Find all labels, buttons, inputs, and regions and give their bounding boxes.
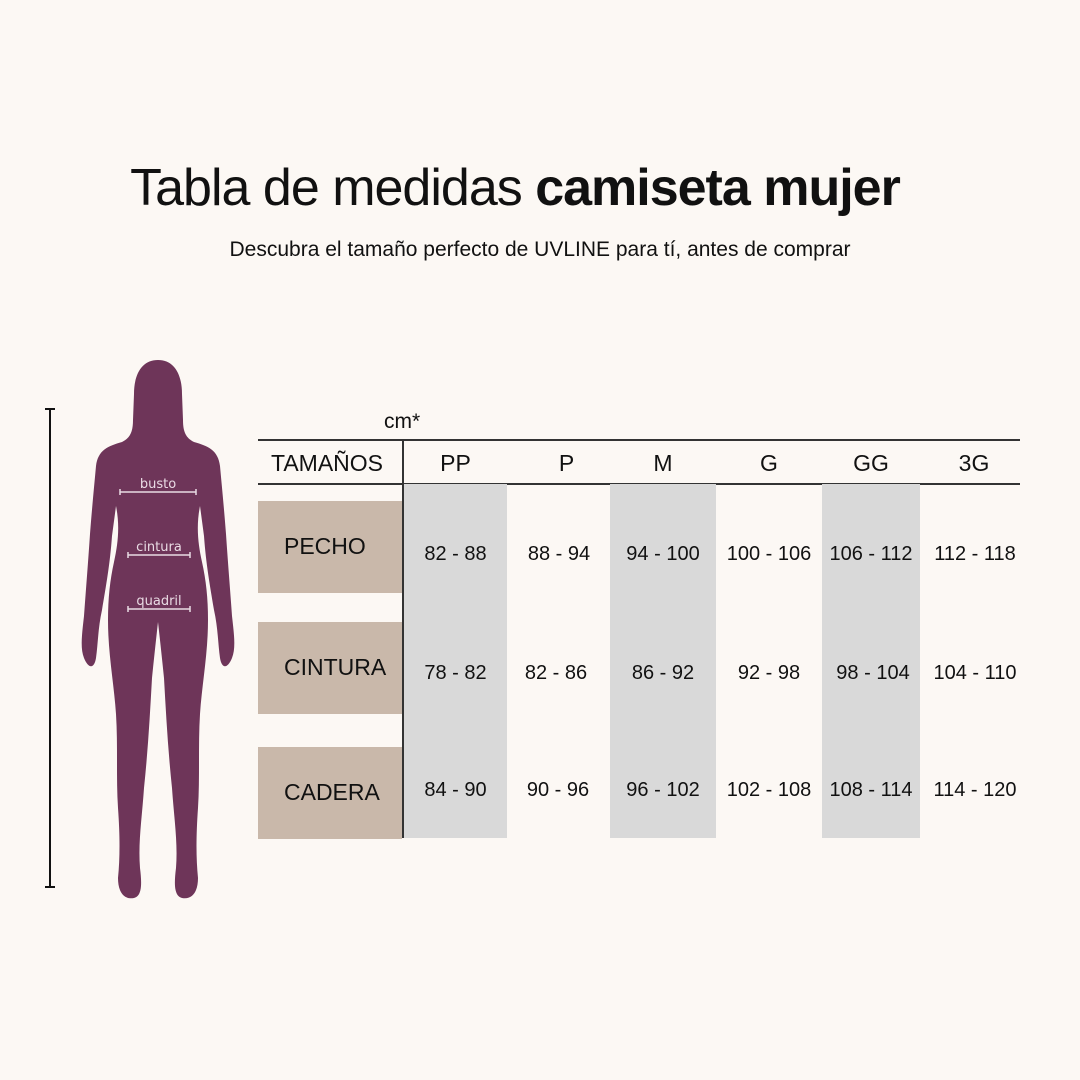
height-indicator (49, 409, 51, 887)
height-indicator-bottom-cap (45, 886, 55, 888)
table-cell: 82 - 86 (524, 662, 588, 684)
table-cell: 114 - 120 (933, 779, 1017, 801)
size-header-gg: GG (853, 450, 889, 476)
column-shade-gg (822, 484, 920, 838)
height-indicator-top-cap (45, 408, 55, 410)
size-header-g: G (760, 450, 778, 476)
column-shade-m (610, 484, 716, 838)
title-regular: Tabla de medidas (130, 159, 536, 217)
size-header-pp: PP (440, 450, 471, 476)
bust-label: busto (140, 477, 176, 492)
woman-silhouette-icon: busto cintura quadril (81, 360, 235, 899)
size-header-m: M (653, 450, 673, 476)
table-cell: 84 - 90 (424, 779, 487, 801)
corner-header: TAMAÑOS (270, 450, 384, 476)
table-cell: 96 - 102 (626, 779, 700, 801)
table-cell: 88 - 94 (527, 543, 591, 565)
page-title: Tabla de medidas camiseta mujer (0, 158, 1030, 218)
table-cell: 86 - 92 (631, 662, 695, 684)
table-cell: 104 - 110 (933, 662, 1017, 684)
table-cell: 108 - 114 (829, 779, 913, 801)
size-header-p: P (558, 450, 575, 476)
row-label-cadera: CADERA (258, 747, 402, 839)
row-label-text: CADERA (284, 779, 380, 805)
table-cell: 82 - 88 (424, 543, 487, 565)
table-cell: 112 - 118 (934, 543, 1016, 565)
table-cell: 92 - 98 (737, 662, 801, 684)
row-label-pecho: PECHO (258, 501, 402, 593)
unit-label: cm* (384, 410, 421, 433)
table-header-rule (258, 483, 1020, 485)
column-shade-pp (404, 484, 507, 838)
table-cell: 94 - 100 (626, 543, 700, 565)
page-subtitle: Descubra el tamaño perfecto de UVLINE pa… (229, 238, 851, 261)
table-cell: 102 - 108 (726, 779, 812, 801)
title-bold: camiseta mujer (535, 159, 901, 217)
row-label-cintura: CINTURA (258, 622, 402, 714)
row-label-text: PECHO (284, 533, 366, 559)
table-cell: 98 - 104 (836, 662, 910, 684)
table-divider (402, 440, 404, 838)
waist-label: cintura (136, 540, 182, 555)
hip-label: quadril (136, 594, 181, 609)
table-cell: 106 - 112 (829, 543, 913, 565)
table-cell: 100 - 106 (726, 543, 812, 565)
size-header-3g: 3G (958, 450, 990, 476)
table-cell: 90 - 96 (526, 779, 590, 801)
row-label-text: CINTURA (284, 654, 387, 680)
table-top-rule (258, 439, 1020, 441)
table-cell: 78 - 82 (424, 662, 487, 684)
